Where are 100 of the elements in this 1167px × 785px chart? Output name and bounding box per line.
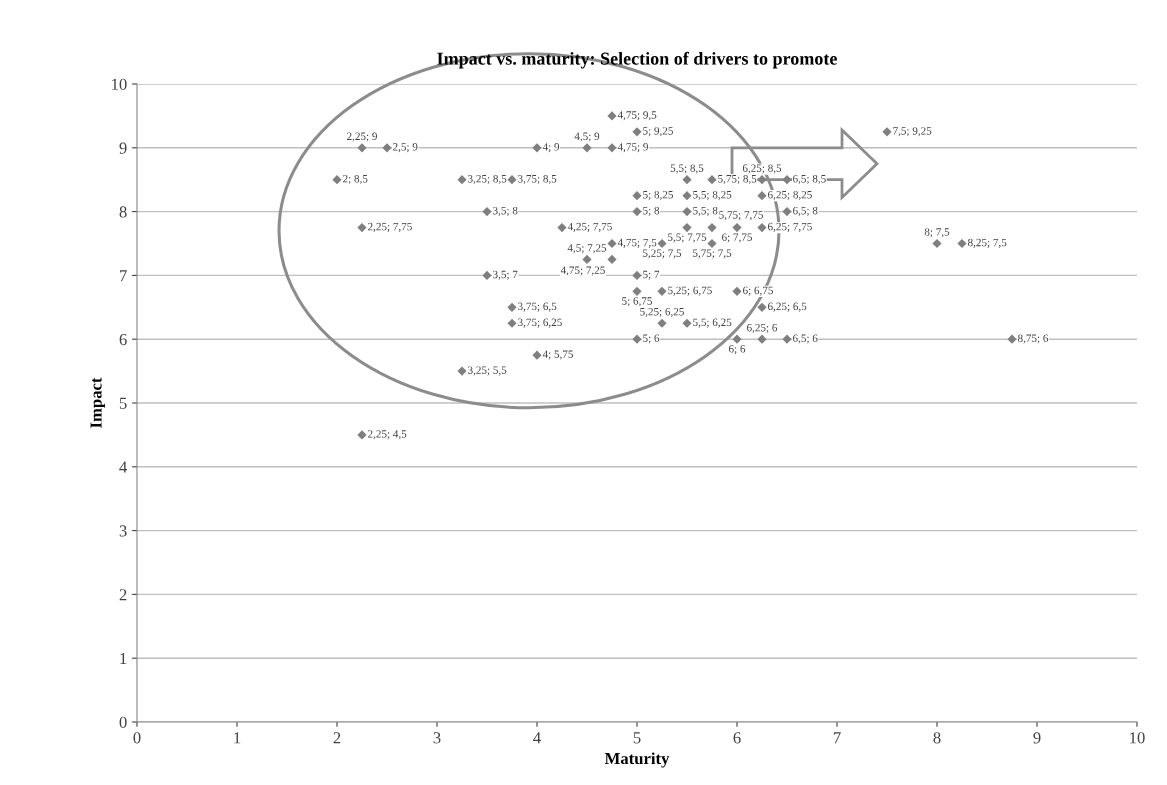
data-label: 4,75; 7,5 (617, 238, 657, 248)
point (682, 318, 692, 328)
point (507, 302, 517, 312)
data-label: 4; 9 (542, 143, 560, 153)
y-tick-label: 6 (119, 333, 127, 346)
x-tick-label: 3 (433, 732, 441, 744)
data-label: 5,75; 7,75 (719, 211, 763, 221)
point (557, 222, 567, 233)
y-axis-title: Impact (90, 377, 106, 428)
data-label: 5,25; 6,75 (668, 286, 712, 296)
data-label: 5,75; 8,5 (718, 174, 757, 185)
data-label: 2; 8,5 (343, 174, 368, 185)
data-label: 3,5; 8 (493, 206, 518, 216)
y-tick-label: 4 (119, 461, 128, 473)
data-label: 4,25; 7,75 (567, 222, 612, 232)
point (582, 254, 592, 265)
data-label: 6,5; 8,5 (793, 174, 826, 185)
point (357, 222, 367, 233)
data-label: 5; 9,25 (643, 127, 673, 137)
data-label: 3,75; 6,5 (518, 302, 557, 312)
x-tick-label: 6 (733, 732, 741, 744)
y-tick-label: 8 (119, 206, 127, 218)
data-label: 8,75; 6 (1017, 334, 1049, 344)
data-label: 4; 5,75 (542, 350, 573, 360)
point (607, 254, 617, 265)
point (707, 238, 717, 249)
point (682, 222, 692, 233)
point (657, 286, 667, 296)
point (507, 175, 517, 185)
x-tick-label: 1 (234, 732, 241, 744)
data-label: 5; 8,25 (643, 190, 673, 201)
y-tick-label: 2 (119, 589, 127, 601)
x-tick-label: 5 (633, 732, 641, 744)
x-tick-label: 8 (933, 732, 941, 744)
point (757, 222, 767, 233)
point (782, 334, 792, 344)
data-label: 5,5; 6,25 (693, 318, 732, 328)
y-tick-label: 5 (119, 397, 127, 409)
data-label: 5,75; 7,5 (693, 249, 732, 259)
data-label: 5,5; 8 (693, 206, 718, 216)
data-label: 4,5; 7,25 (567, 244, 607, 254)
data-label: 5,25; 7,5 (643, 249, 682, 259)
x-tick-label: 0 (133, 732, 141, 744)
data-label: 3,25; 8,5 (468, 174, 507, 185)
point (357, 430, 367, 440)
y-tick-label: 1 (120, 652, 127, 664)
point (632, 127, 642, 137)
y-tick-label: 0 (119, 716, 127, 728)
x-axis-title: Maturity (604, 752, 670, 768)
point (632, 334, 642, 344)
data-label: 3,25; 5,5 (468, 366, 507, 376)
point (782, 206, 792, 217)
point (657, 238, 667, 249)
data-label: 2,25; 4,5 (368, 430, 407, 440)
data-label: 2,25; 7,75 (368, 222, 412, 232)
point (957, 238, 967, 249)
y-tick-label: 9 (119, 142, 127, 154)
data-label: 5; 7 (643, 270, 660, 280)
point (657, 318, 667, 328)
point (607, 238, 617, 249)
y-tick-label: 3 (119, 525, 127, 537)
point (1007, 334, 1017, 344)
data-label: 6,25; 8,5 (742, 164, 782, 174)
data-label: 6; 7,75 (722, 233, 752, 243)
point (632, 191, 642, 201)
data-label: 3,75; 8,5 (518, 174, 557, 185)
point (707, 175, 717, 185)
x-tick-label: 4 (533, 732, 541, 744)
point (632, 270, 642, 281)
data-label: 5; 6,75 (622, 297, 652, 307)
point (682, 191, 692, 201)
point (582, 143, 592, 153)
point (757, 334, 767, 344)
point (482, 206, 492, 217)
point (532, 143, 542, 153)
data-label: 4,75; 9,5 (617, 111, 657, 121)
data-label: 4,75; 9 (617, 143, 648, 153)
data-label: 2,5; 9 (393, 143, 418, 153)
point (382, 143, 392, 153)
data-label: 3,75; 6,25 (518, 318, 562, 328)
point (482, 270, 492, 281)
point (732, 334, 742, 344)
data-label: 8,25; 7,5 (967, 238, 1007, 248)
point (732, 286, 742, 296)
point (757, 191, 767, 201)
data-label: 3,5; 7 (493, 270, 518, 280)
data-label: 7,5; 9,25 (893, 127, 932, 137)
y-tick-label: 10 (112, 78, 127, 90)
data-label: 6; 6,75 (743, 286, 773, 296)
data-label: 5,5; 8,25 (693, 190, 732, 201)
point (932, 238, 942, 249)
data-label: 6,25; 6 (747, 323, 778, 333)
data-label: 5,5; 8,5 (670, 164, 704, 174)
point (632, 286, 642, 296)
data-label: 5,25; 6,25 (640, 307, 684, 318)
x-tick-label: 9 (1033, 732, 1041, 744)
data-label: 8; 7,5 (924, 228, 950, 238)
point (332, 175, 342, 185)
data-label: 5,5; 7,75 (668, 233, 707, 243)
x-tick-label: 2 (333, 732, 341, 744)
